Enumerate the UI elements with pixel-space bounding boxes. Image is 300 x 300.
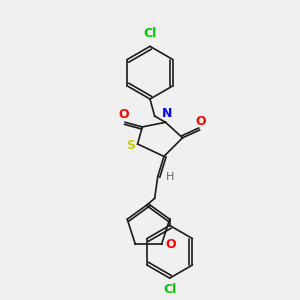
Text: O: O	[118, 108, 129, 121]
Text: O: O	[196, 116, 206, 128]
Text: N: N	[162, 107, 172, 120]
Text: Cl: Cl	[163, 283, 176, 296]
Text: O: O	[165, 238, 176, 251]
Text: H: H	[166, 172, 174, 182]
Text: Cl: Cl	[143, 27, 157, 40]
Text: S: S	[126, 139, 135, 152]
